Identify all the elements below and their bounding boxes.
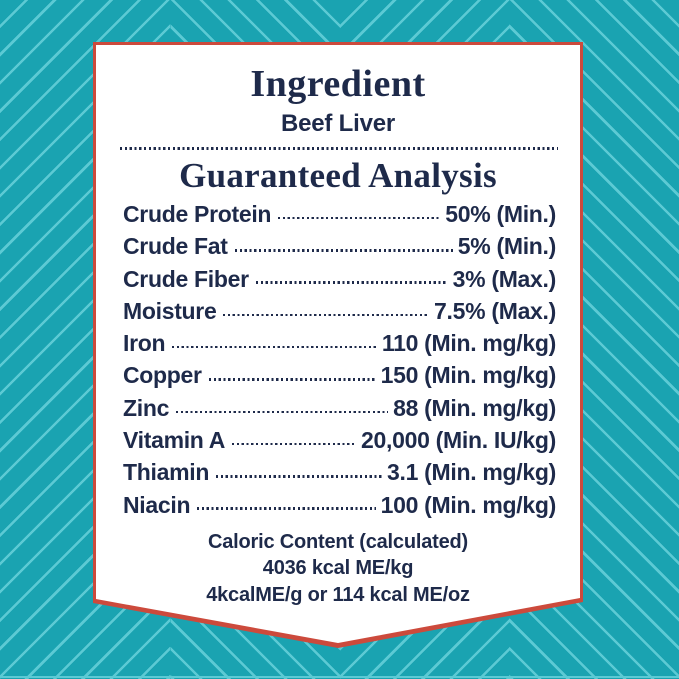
analysis-row: Vitamin A 20,000 (Min. IU/kg) bbox=[123, 424, 556, 456]
caloric-kcal-per-kg: 4036 kcal ME/kg bbox=[262, 557, 414, 580]
nutrient-name: Iron bbox=[123, 330, 166, 357]
dotted-leader bbox=[208, 378, 376, 381]
nutrient-value: 100 (Min. mg/kg) bbox=[380, 491, 557, 518]
bottom-accent-line bbox=[0, 676, 679, 678]
dotted-leader bbox=[176, 410, 389, 414]
analysis-title: Guaranteed Analysis bbox=[179, 156, 497, 195]
nutrient-value: 5% (Min.) bbox=[457, 233, 557, 260]
dotted-leader bbox=[255, 281, 448, 284]
nutrient-name: Copper bbox=[123, 362, 202, 389]
nutrient-value: 3% (Max.) bbox=[452, 265, 557, 292]
dotted-leader bbox=[232, 442, 357, 446]
nutrient-value: 88 (Min. mg/kg) bbox=[393, 394, 556, 421]
nutrient-name: Crude Protein bbox=[123, 201, 272, 227]
analysis-table: Crude Protein 50% (Min.) Crude Fat 5% (M… bbox=[123, 198, 556, 521]
caloric-content-block: Caloric Content (calculated) 4036 kcal M… bbox=[96, 529, 580, 609]
nutrient-name: Crude Fat bbox=[123, 233, 228, 260]
analysis-row: Iron 110 (Min. mg/kg) bbox=[123, 327, 556, 359]
ingredient-title: Ingredient bbox=[250, 63, 426, 105]
analysis-row: Moisture 7.5% (Max.) bbox=[123, 295, 556, 327]
nutrient-value: 110 (Min. mg/kg) bbox=[381, 330, 556, 357]
analysis-row: Crude Fat 5% (Min.) bbox=[123, 230, 556, 262]
nutrient-name: Niacin bbox=[123, 491, 191, 518]
nutrient-value: 150 (Min. mg/kg) bbox=[380, 362, 557, 389]
nutrient-name: Moisture bbox=[123, 297, 217, 324]
caloric-content-title: Caloric Content (calculated) bbox=[208, 530, 468, 553]
nutrient-value: 7.5% (Max.) bbox=[434, 297, 556, 324]
dotted-leader bbox=[234, 249, 453, 252]
nutrient-value: 3.1 (Min. mg/kg) bbox=[387, 459, 556, 486]
dotted-leader bbox=[197, 507, 376, 510]
dotted-leader bbox=[278, 216, 441, 220]
section-divider bbox=[120, 147, 558, 150]
dotted-leader bbox=[172, 345, 377, 349]
ingredient-value: Beef Liver bbox=[280, 110, 396, 137]
product-label-card: Ingredient Beef Liver Guaranteed Analysi… bbox=[96, 45, 580, 643]
nutrient-value: 50% (Min.) bbox=[445, 201, 556, 227]
dotted-leader bbox=[216, 475, 382, 478]
analysis-row: Copper 150 (Min. mg/kg) bbox=[123, 359, 556, 391]
nutrient-name: Thiamin bbox=[123, 459, 210, 486]
analysis-row: Niacin 100 (Min. mg/kg) bbox=[123, 489, 556, 521]
caloric-kcal-per-g-oz: 4kcalME/g or 114 kcal ME/oz bbox=[206, 583, 470, 606]
analysis-row: Crude Fiber 3% (Max.) bbox=[123, 263, 556, 295]
label-border: Ingredient Beef Liver Guaranteed Analysi… bbox=[93, 42, 583, 648]
nutrient-value: 20,000 (Min. IU/kg) bbox=[361, 427, 556, 454]
nutrient-name: Vitamin A bbox=[123, 427, 226, 454]
nutrient-name: Crude Fiber bbox=[123, 265, 249, 292]
analysis-row: Crude Protein 50% (Min.) bbox=[123, 198, 556, 230]
dotted-leader bbox=[223, 313, 430, 317]
analysis-row: Zinc 88 (Min. mg/kg) bbox=[123, 392, 556, 424]
analysis-row: Thiamin 3.1 (Min. mg/kg) bbox=[123, 456, 556, 488]
nutrient-name: Zinc bbox=[123, 394, 170, 421]
